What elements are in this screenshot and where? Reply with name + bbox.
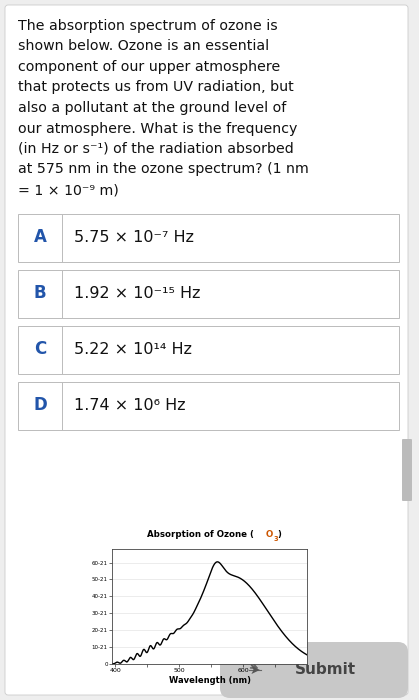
FancyBboxPatch shape (220, 642, 408, 698)
Text: ➤: ➤ (250, 664, 260, 676)
Text: 1.74 × 10⁶ Hz: 1.74 × 10⁶ Hz (74, 398, 186, 413)
Text: our atmosphere. What is the frequency: our atmosphere. What is the frequency (18, 122, 297, 136)
Text: at 575 nm in the ozone spectrum? (1 nm: at 575 nm in the ozone spectrum? (1 nm (18, 162, 309, 176)
Text: C: C (34, 340, 46, 358)
FancyBboxPatch shape (18, 326, 399, 374)
FancyBboxPatch shape (18, 214, 399, 262)
Text: that protects us from UV radiation, but: that protects us from UV radiation, but (18, 80, 294, 94)
Text: 5.22 × 10¹⁴ Hz: 5.22 × 10¹⁴ Hz (74, 342, 192, 357)
Text: (in Hz or s⁻¹) of the radiation absorbed: (in Hz or s⁻¹) of the radiation absorbed (18, 142, 294, 156)
FancyBboxPatch shape (18, 382, 399, 430)
Text: B: B (34, 284, 47, 302)
X-axis label: Wavelength (nm): Wavelength (nm) (168, 676, 251, 685)
Text: component of our upper atmosphere: component of our upper atmosphere (18, 60, 280, 74)
Text: D: D (33, 396, 47, 414)
Text: 5.75 × 10⁻⁷ Hz: 5.75 × 10⁻⁷ Hz (74, 230, 194, 245)
Text: = 1 × 10⁻⁹ m): = 1 × 10⁻⁹ m) (18, 183, 119, 197)
Text: ): ) (277, 530, 281, 539)
FancyBboxPatch shape (18, 270, 399, 318)
Text: also a pollutant at the ground level of: also a pollutant at the ground level of (18, 101, 286, 115)
Text: A: A (34, 228, 47, 246)
Text: shown below. Ozone is an essential: shown below. Ozone is an essential (18, 39, 269, 53)
Text: 1.92 × 10⁻¹⁵ Hz: 1.92 × 10⁻¹⁵ Hz (74, 286, 201, 301)
FancyBboxPatch shape (402, 439, 412, 501)
Text: Absorption of Ozone (: Absorption of Ozone ( (147, 530, 254, 539)
Text: Submit: Submit (295, 662, 356, 678)
FancyBboxPatch shape (5, 5, 408, 695)
Text: 3: 3 (273, 536, 278, 542)
Text: O: O (266, 530, 273, 539)
Text: The absorption spectrum of ozone is: The absorption spectrum of ozone is (18, 19, 278, 33)
